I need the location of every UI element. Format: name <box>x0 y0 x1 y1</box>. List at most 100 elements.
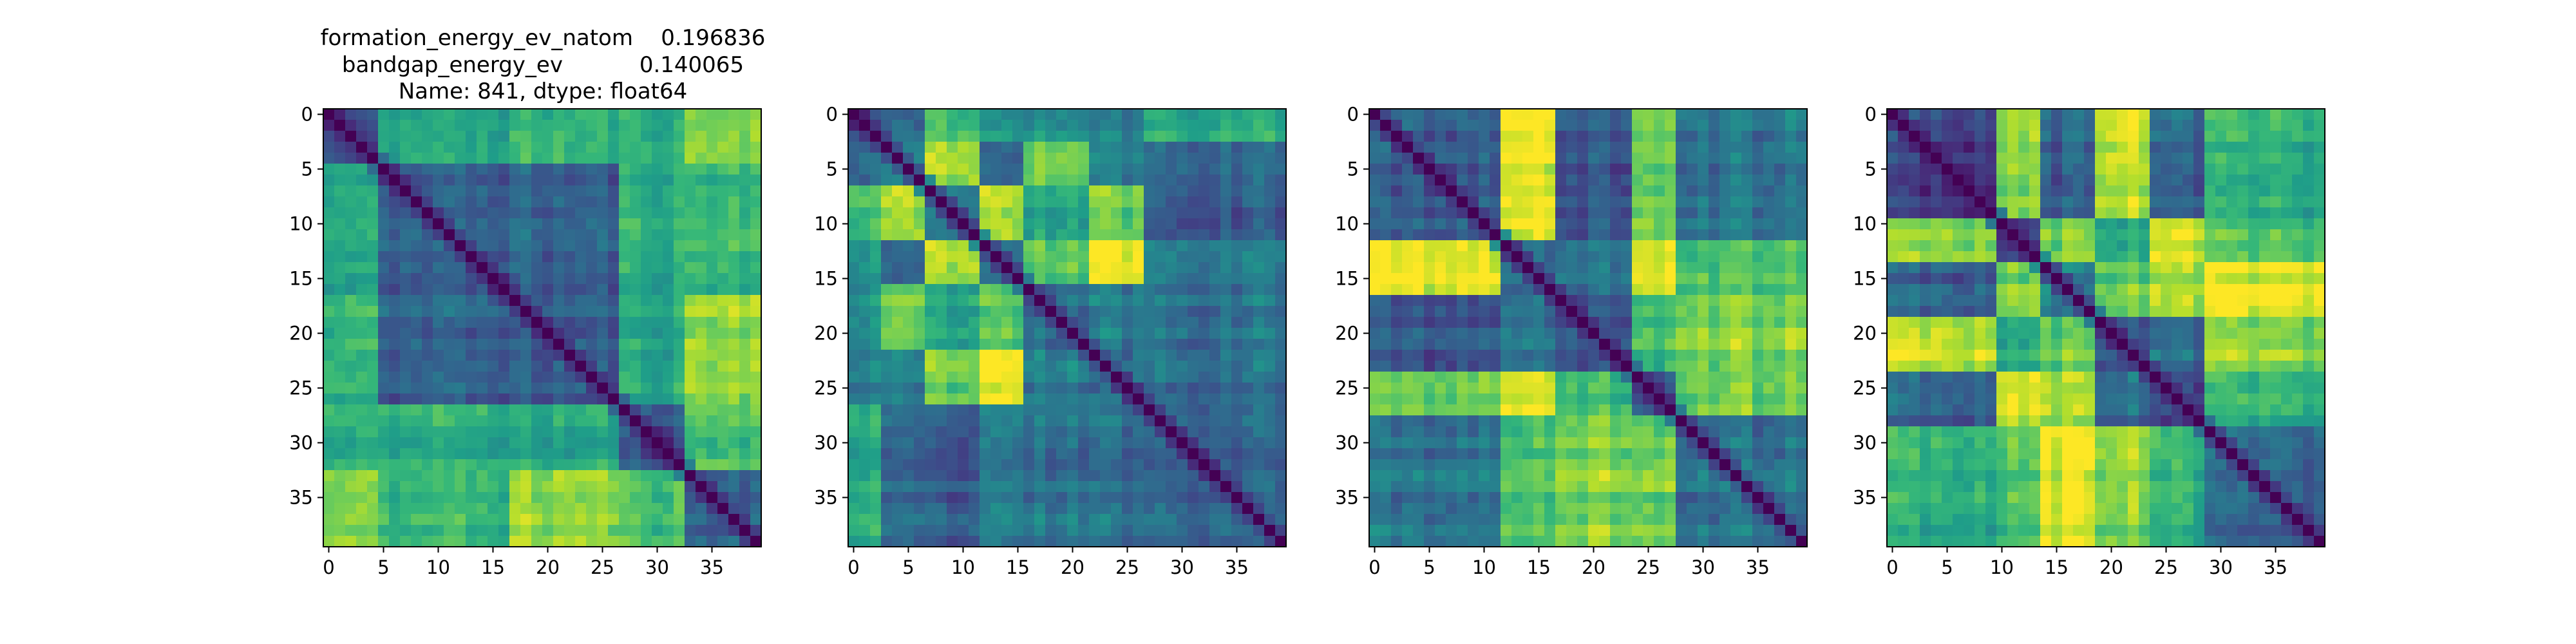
heatmap-cell-18-13 <box>990 306 1002 317</box>
heatmap-cell-21-39 <box>750 339 762 350</box>
heatmap-cell-1-16 <box>1544 120 1556 131</box>
heatmap-cell-33-25 <box>597 470 609 482</box>
heatmap-cell-11-11 <box>1490 229 1501 241</box>
heatmap-cell-2-30 <box>652 131 663 142</box>
heatmap-cell-32-19 <box>1577 459 1589 471</box>
heatmap-cell-32-18 <box>1566 459 1578 471</box>
heatmap-cell-14-7 <box>925 262 936 274</box>
heatmap-cell-29-22 <box>564 426 576 438</box>
heatmap-cell-30-1 <box>859 437 871 449</box>
heatmap-cell-13-2 <box>345 251 357 263</box>
heatmap-cell-30-9 <box>1468 437 1479 449</box>
heatmap-cell-27-38 <box>739 404 751 416</box>
heatmap-cell-12-7 <box>925 240 936 252</box>
heatmap-cell-12-31 <box>663 240 674 252</box>
heatmap-cell-3-34 <box>1741 142 1753 153</box>
heatmap-cell-26-15 <box>1012 393 1024 405</box>
heatmap-cell-17-7 <box>925 295 936 307</box>
heatmap-cell-16-20 <box>1588 284 1600 296</box>
heatmap-cell-6-4 <box>892 175 904 186</box>
chart-title: formation_energy_ev_natom 0.196836 bandg… <box>321 25 766 104</box>
heatmap-cell-11-38 <box>1264 229 1276 241</box>
heatmap-cell-20-32 <box>674 328 685 339</box>
heatmap-cell-30-11 <box>969 437 980 449</box>
heatmap-cell-23-23 <box>1100 361 1112 372</box>
heatmap-cell-39-10 <box>958 536 969 547</box>
heatmap-cell-20-31 <box>1709 328 1720 339</box>
heatmap-cell-5-14 <box>1001 164 1013 175</box>
heatmap-cell-24-31 <box>1709 372 1720 383</box>
heatmap-cell-18-13 <box>466 306 477 317</box>
heatmap-cell-3-38 <box>1785 142 1797 153</box>
heatmap-cell-3-32 <box>1719 142 1731 153</box>
x-tick-label: 5 <box>377 556 389 578</box>
heatmap-cell-36-9 <box>1468 503 1479 515</box>
heatmap-cell-32-4 <box>1413 459 1425 471</box>
heatmap-cell-11-9 <box>422 229 433 241</box>
heatmap-cell-12-0 <box>848 240 860 252</box>
heatmap-cell-5-28 <box>1155 164 1166 175</box>
heatmap-cell-38-2 <box>345 525 357 536</box>
heatmap-cell-27-14 <box>477 404 488 416</box>
heatmap-cell-22-6 <box>389 350 401 361</box>
heatmap-cell-24-18 <box>1045 372 1057 383</box>
heatmap-cell-14-0 <box>848 262 860 274</box>
heatmap-cell-17-39 <box>1796 295 1808 307</box>
heatmap-cell-1-31 <box>1188 120 1199 131</box>
heatmap-cell-14-11 <box>444 262 455 274</box>
heatmap-cell-20-30 <box>652 328 663 339</box>
heatmap-cell-29-15 <box>1012 426 1024 438</box>
heatmap-cell-36-38 <box>1785 503 1797 515</box>
heatmap-cell-38-7 <box>400 525 412 536</box>
heatmap-cell-25-16 <box>1544 383 1556 394</box>
heatmap-cell-24-32 <box>1198 372 1210 383</box>
heatmap-cell-23-33 <box>1730 361 1742 372</box>
heatmap-cell-22-34 <box>696 350 707 361</box>
heatmap-cell-12-12 <box>1501 240 1512 252</box>
heatmap-cell-30-28 <box>630 437 641 449</box>
heatmap-cell-9-35 <box>1752 207 1764 219</box>
heatmap-cell-1-9 <box>1985 120 1997 131</box>
heatmap-cell-25-9 <box>947 383 958 394</box>
heatmap-cell-5-15 <box>488 164 499 175</box>
heatmap-cell-13-21 <box>553 251 565 263</box>
heatmap-cell-24-0 <box>848 372 860 383</box>
heatmap-cell-12-28 <box>1155 240 1166 252</box>
heatmap-cell-4-19 <box>531 153 543 164</box>
heatmap-cell-33-24 <box>1111 470 1122 482</box>
heatmap-cell-35-32 <box>674 492 685 504</box>
heatmap-cell-11-7 <box>1446 229 1457 241</box>
heatmap-cell-14-39 <box>750 262 762 274</box>
heatmap-cell-36-5 <box>378 503 390 515</box>
heatmap-cell-36-25 <box>1643 503 1654 515</box>
heatmap-cell-15-5 <box>1424 273 1435 285</box>
heatmap-cell-12-25 <box>597 240 609 252</box>
heatmap-cell-10-25 <box>1122 218 1133 230</box>
heatmap-cell-8-33 <box>685 196 696 208</box>
heatmap-cell-10-23 <box>575 218 587 230</box>
heatmap-cell-25-25 <box>1122 383 1133 394</box>
heatmap-cell-35-33 <box>1730 492 1742 504</box>
heatmap-cell-13-29 <box>1687 251 1698 263</box>
heatmap-cell-5-8 <box>936 164 947 175</box>
heatmap-cell-32-30 <box>1698 459 1709 471</box>
heatmap-cell-4-30 <box>652 153 663 164</box>
heatmap-cell-27-6 <box>389 404 401 416</box>
heatmap-cell-0-29 <box>1166 109 1177 120</box>
heatmap-cell-13-17 <box>1555 251 1567 263</box>
heatmap-cell-26-14 <box>477 393 488 405</box>
heatmap-cell-14-20 <box>542 262 554 274</box>
heatmap-cell-6-3 <box>356 175 368 186</box>
heatmap-cell-31-20 <box>542 448 554 460</box>
heatmap-cell-37-11 <box>1490 514 1501 526</box>
heatmap-cell-0-35 <box>2270 109 2282 120</box>
heatmap-cell-27-7 <box>925 404 936 416</box>
heatmap-cell-14-14 <box>477 262 488 274</box>
heatmap-cell-12-19 <box>531 240 543 252</box>
heatmap-cell-19-33 <box>685 317 696 328</box>
heatmap-cell-31-4 <box>367 448 379 460</box>
heatmap-cell-12-20 <box>1067 240 1079 252</box>
heatmap-cell-1-26 <box>608 120 620 131</box>
heatmap-cell-15-26 <box>1133 273 1144 285</box>
heatmap-cell-15-33 <box>1209 273 1221 285</box>
